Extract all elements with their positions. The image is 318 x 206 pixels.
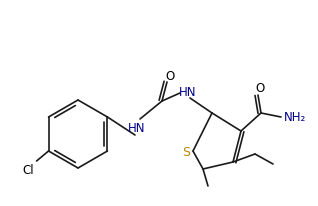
Text: HN: HN	[179, 85, 197, 98]
Text: NH₂: NH₂	[284, 111, 306, 124]
Text: O: O	[255, 82, 265, 95]
Text: S: S	[182, 146, 190, 159]
Text: HN: HN	[128, 122, 146, 135]
Text: O: O	[165, 69, 175, 82]
Text: Cl: Cl	[23, 164, 34, 177]
